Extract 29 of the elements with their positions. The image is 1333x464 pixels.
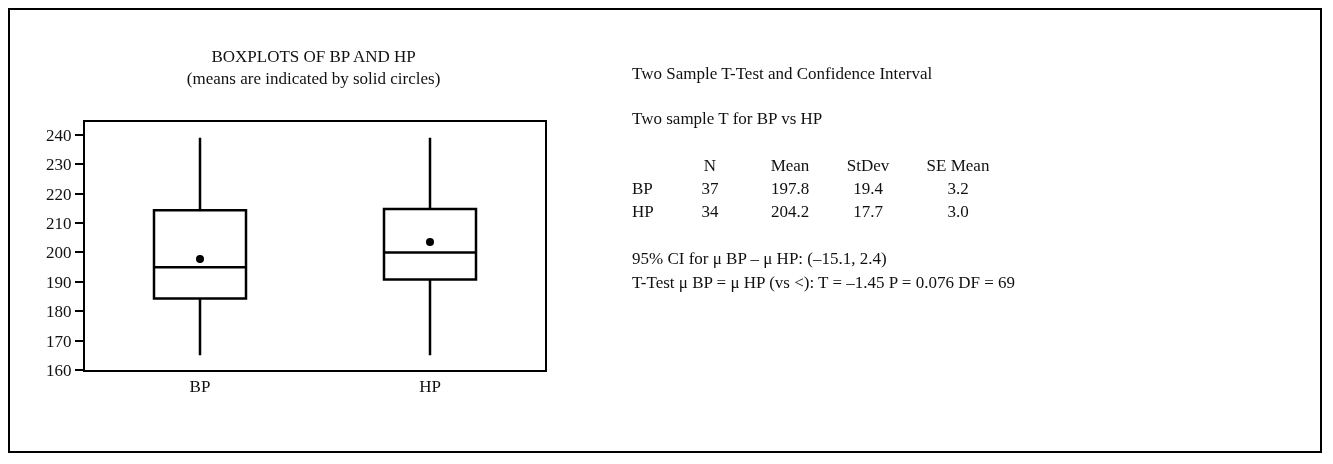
category-label: Mean — [770, 156, 810, 176]
category-label: N — [703, 156, 717, 176]
category-label: SE Mean — [926, 156, 990, 176]
text: Two sample T for BP vs HP — [632, 109, 823, 129]
text: 197.8 — [770, 179, 810, 198]
text: Two Sample T-Test and Confidence Interval — [632, 64, 933, 84]
category-label: BP — [632, 179, 653, 198]
y-tick-label: 170 — [46, 331, 72, 351]
y-tick-label: 160 — [46, 360, 72, 380]
text: 34 — [701, 202, 719, 221]
y-tick-label: 210 — [46, 214, 72, 234]
y-tick-label: 190 — [46, 272, 72, 292]
y-tick-label: 200 — [46, 243, 72, 263]
text: 37 — [701, 179, 719, 198]
category-label: HP — [632, 202, 654, 221]
chart-subtitle: (means are indicated by solid circles) — [186, 69, 441, 89]
chart-title: BOXPLOTS OF BP AND HP — [211, 47, 416, 66]
y-tick-label: 220 — [46, 184, 72, 204]
y-tick-label: 180 — [46, 302, 72, 322]
text: 19.4 — [853, 179, 883, 198]
text: 3.2 — [947, 179, 969, 198]
y-tick-label: 230 — [46, 155, 72, 175]
text: 17.7 — [853, 202, 883, 221]
text: T-Test μ BP = μ HP (vs <): T = –1.45 P = 0.076 DF = 69 — [632, 273, 1015, 293]
y-tick-label: 240 — [46, 125, 72, 145]
text: 95% CI for μ BP – μ HP: (–15.1, 2.4) — [632, 249, 887, 269]
category-label: StDev — [846, 156, 890, 176]
text: 204.2 — [770, 202, 810, 221]
text: 3.0 — [947, 202, 969, 221]
